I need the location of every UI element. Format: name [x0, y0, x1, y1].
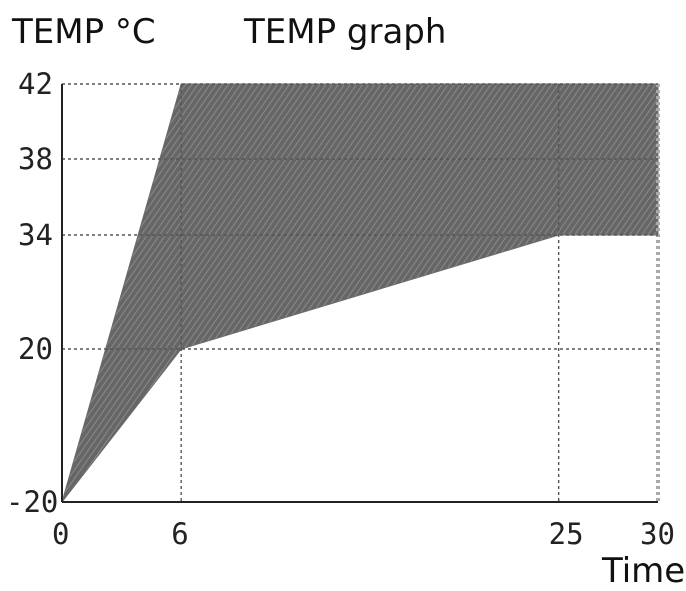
- y-axis-title: TEMP °C: [11, 12, 156, 52]
- y-tick-label-38: 38: [18, 142, 53, 176]
- y-tick-label-34: 34: [18, 218, 53, 252]
- y-tick-label--20: -20: [6, 485, 58, 519]
- x-tick-label-30: 30: [640, 517, 675, 551]
- axis-layer: [61, 84, 658, 503]
- temperature-band: [61, 83, 659, 503]
- x-tick-label-0: 0: [52, 517, 69, 551]
- temperature-band-layer: [61, 83, 659, 503]
- chart-title: TEMP graph: [243, 12, 446, 52]
- y-tick-label-42: 42: [18, 67, 53, 101]
- y-tick-label-20: 20: [18, 332, 53, 366]
- tick-label-layer: 0 6 25 30 -20 20 34 38 42: [6, 67, 675, 551]
- x-axis-title: Time: [601, 551, 685, 591]
- grid-layer: [62, 83, 660, 502]
- x-tick-label-25: 25: [549, 517, 584, 551]
- x-tick-label-6: 6: [171, 517, 188, 551]
